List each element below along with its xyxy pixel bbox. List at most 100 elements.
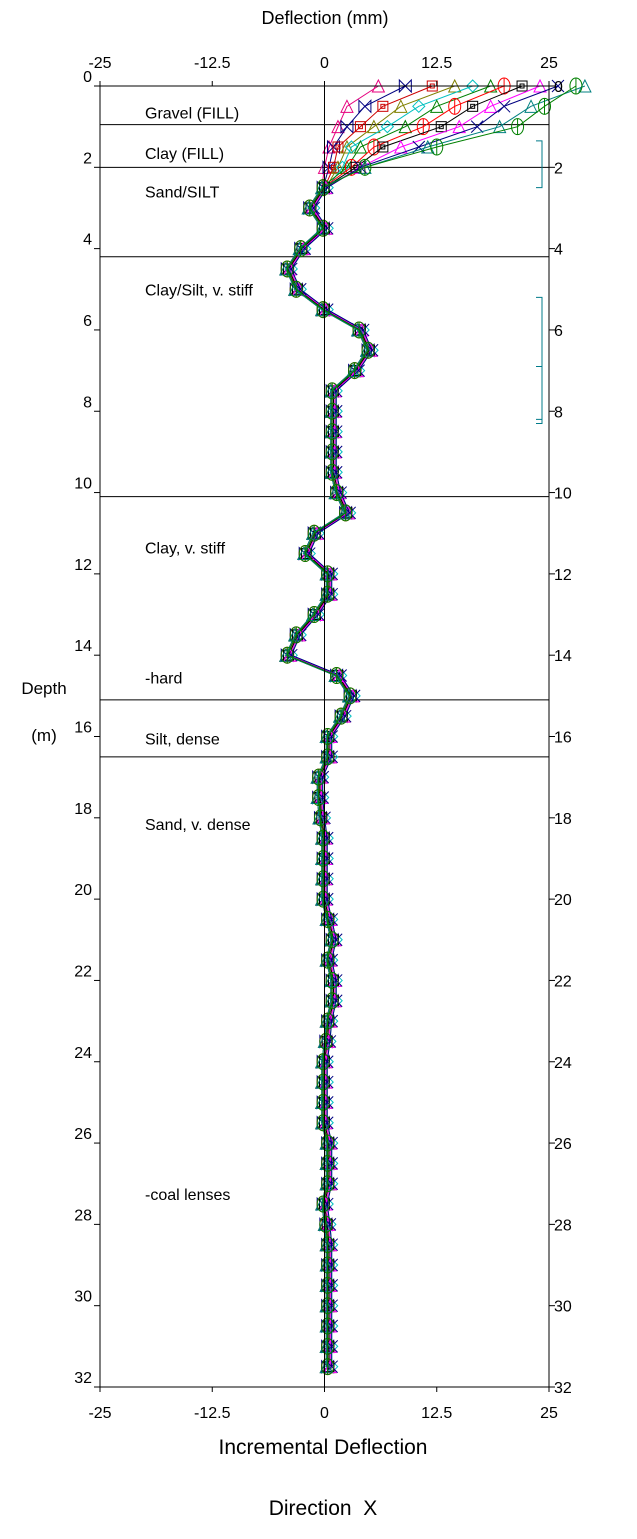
marker-triangle bbox=[322, 139, 336, 154]
y-tick-label-left: 14 bbox=[74, 638, 92, 655]
series-11 bbox=[279, 78, 592, 1374]
marker-box bbox=[467, 100, 479, 112]
marker-triangle bbox=[297, 546, 311, 561]
marker-triangle bbox=[323, 973, 338, 987]
y-tick-label-left: 2 bbox=[83, 150, 92, 167]
marker-box bbox=[377, 141, 389, 153]
marker-triangle bbox=[288, 282, 302, 296]
layer-label: Sand/SILT bbox=[145, 185, 220, 202]
y-tick-label-left: 30 bbox=[74, 1289, 92, 1306]
marker-triangle bbox=[359, 343, 374, 357]
marker-triangle bbox=[319, 1156, 334, 1170]
y-tick-label-left: 16 bbox=[74, 720, 92, 737]
marker-triangle bbox=[288, 627, 302, 642]
marker-triangle bbox=[492, 119, 507, 134]
layer-label: Silt, dense bbox=[145, 732, 220, 749]
series-line bbox=[290, 85, 473, 1367]
y-tick-label-right: 0 bbox=[554, 79, 563, 96]
y-tick-label-right: 30 bbox=[554, 1299, 572, 1316]
y-tick-label-left: 20 bbox=[74, 882, 92, 899]
y-tick-label-right: 2 bbox=[554, 160, 563, 177]
marker-triangle bbox=[323, 424, 338, 439]
series-2 bbox=[280, 78, 412, 1374]
depth-bracket bbox=[536, 366, 543, 420]
x-tick-label-bottom: -12.5 bbox=[194, 1405, 231, 1422]
marker-triangle bbox=[319, 1339, 334, 1353]
axes: -25-25-12.5-12.50012.512.525250022446688… bbox=[74, 55, 572, 1422]
marker-box-dot bbox=[438, 124, 444, 130]
y-tick-label-left: 18 bbox=[74, 801, 92, 818]
marker-triangle bbox=[319, 952, 334, 967]
layer-label: Clay (FILL) bbox=[145, 146, 224, 163]
series-line bbox=[289, 85, 455, 1367]
marker-diamond bbox=[412, 99, 426, 114]
marker-triangle bbox=[346, 363, 361, 378]
marker-x bbox=[551, 79, 565, 93]
x-tick-label-bottom: 12.5 bbox=[421, 1405, 452, 1422]
y-tick-label-left: 28 bbox=[74, 1207, 92, 1224]
x-tick-label-bottom: 0 bbox=[320, 1405, 329, 1422]
marker-box bbox=[332, 141, 344, 153]
marker-diamond bbox=[380, 119, 395, 134]
marker-triangle bbox=[319, 1298, 334, 1313]
marker-triangle bbox=[319, 749, 334, 764]
marker-triangle bbox=[340, 99, 354, 113]
series-line bbox=[285, 85, 491, 1367]
marker-box-dot bbox=[380, 144, 386, 150]
series-12 bbox=[280, 77, 583, 1376]
marker-triangle bbox=[306, 526, 320, 540]
x-tick-label-bottom: 25 bbox=[540, 1405, 558, 1422]
marker-triangle bbox=[398, 119, 413, 134]
series-line bbox=[285, 85, 586, 1367]
marker-triangle bbox=[350, 322, 365, 337]
y-tick-label-left: 10 bbox=[74, 476, 92, 493]
y-tick-label-left: 26 bbox=[74, 1126, 92, 1143]
y-tick-label-right: 26 bbox=[554, 1136, 572, 1153]
marker-box bbox=[377, 100, 389, 112]
layer-label: Clay, v. stiff bbox=[145, 540, 226, 557]
marker-triangle bbox=[319, 1359, 334, 1374]
series-line bbox=[286, 85, 577, 1367]
y-tick-label-left: 22 bbox=[74, 963, 92, 980]
marker-box bbox=[435, 121, 447, 133]
y-tick-label-right: 8 bbox=[554, 404, 563, 421]
marker-triangle bbox=[319, 587, 334, 601]
marker-bowtie bbox=[340, 119, 354, 134]
layer-label: Sand, v. dense bbox=[145, 817, 251, 834]
marker-triangle bbox=[394, 99, 408, 113]
y-tick-label-right: 4 bbox=[554, 242, 563, 259]
y-axis-label-unit: (m) bbox=[31, 726, 56, 745]
marker-triangle bbox=[319, 1237, 334, 1252]
y-tick-label-left: 0 bbox=[83, 69, 92, 86]
series-line bbox=[289, 85, 541, 1367]
layer-label: Clay/Silt, v. stiff bbox=[145, 282, 253, 299]
marker-triangle bbox=[328, 668, 343, 683]
y-tick-label-left: 32 bbox=[74, 1370, 92, 1387]
marker-triangle bbox=[323, 404, 338, 418]
data-series bbox=[279, 77, 592, 1376]
y-tick-label-right: 6 bbox=[554, 323, 563, 340]
series-6 bbox=[279, 78, 498, 1374]
layer-label: -coal lenses bbox=[145, 1187, 230, 1204]
marker-triangle bbox=[306, 607, 320, 622]
series-3 bbox=[283, 80, 438, 1373]
x-tick-label-top: 25 bbox=[540, 55, 558, 72]
layer-label: Gravel (FILL) bbox=[145, 105, 239, 122]
marker-triangle bbox=[353, 139, 368, 154]
y-tick-label-left: 6 bbox=[83, 313, 92, 330]
series-7 bbox=[280, 77, 511, 1376]
y-tick-label-left: 12 bbox=[74, 557, 92, 574]
marker-triangle bbox=[319, 1318, 334, 1333]
y-tick-label-right: 20 bbox=[554, 892, 572, 909]
y-tick-label-right: 10 bbox=[554, 486, 572, 503]
x-axis-label: Incremental Deflection bbox=[219, 1436, 428, 1459]
series-line bbox=[286, 85, 505, 1367]
y-axis-label-depth: Depth bbox=[21, 679, 66, 698]
soil-layers: Gravel (FILL) Clay (FILL) Sand/SILT Clay/Si… bbox=[100, 105, 549, 1204]
marker-triangle bbox=[524, 99, 538, 113]
series-8 bbox=[283, 80, 528, 1373]
marker-triangle bbox=[341, 688, 356, 703]
y-tick-label-right: 16 bbox=[554, 730, 572, 747]
y-tick-label-left: 8 bbox=[83, 394, 92, 411]
